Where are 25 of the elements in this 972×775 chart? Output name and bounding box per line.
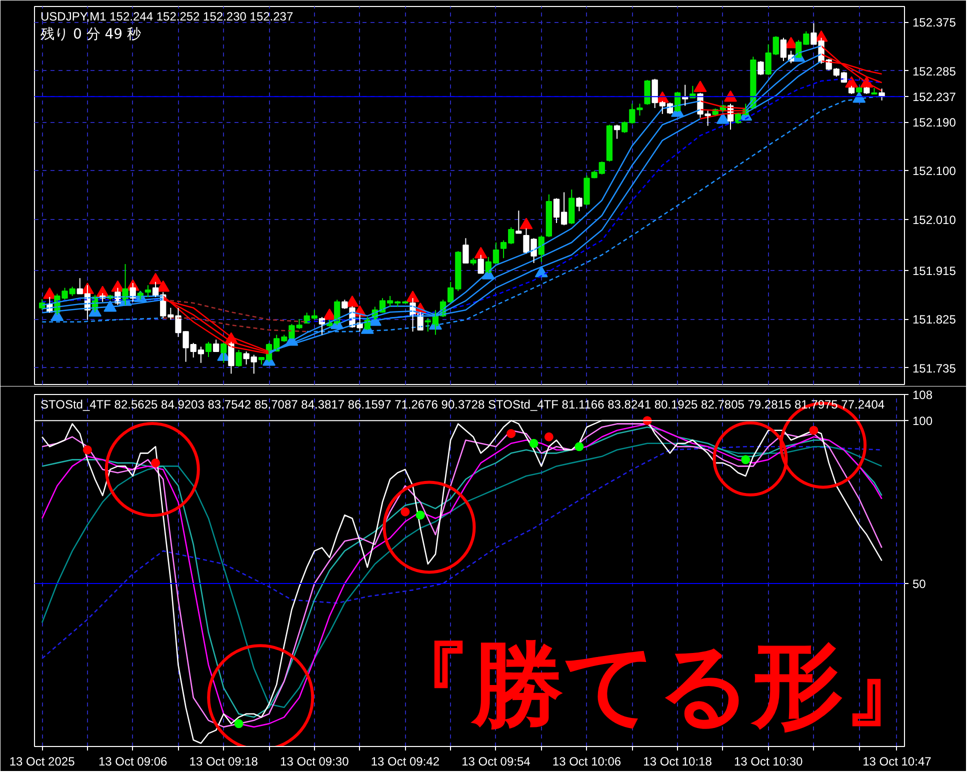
chart-title: USDJPY,M1 152.244 152.252 152.230 152.237 xyxy=(40,10,294,24)
y-tick-label: 108 xyxy=(912,388,933,402)
y-tick-label: 152.100 xyxy=(912,164,956,178)
x-tick-label: 13 Oct 09:06 xyxy=(98,754,168,768)
y-tick-label: 152.237 xyxy=(912,90,956,104)
y-tick-label: 151.825 xyxy=(912,312,956,327)
y-tick-label: 152.010 xyxy=(912,212,956,227)
x-tick-label: 13 Oct 09:30 xyxy=(280,754,350,768)
x-tick-label: 13 Oct 09:54 xyxy=(462,754,531,768)
y-tick-label: 152.375 xyxy=(912,16,956,30)
y-tick-label: 152.190 xyxy=(912,116,956,130)
annotation: 『勝てる形』 xyxy=(379,631,936,738)
y-tick-label: 100 xyxy=(912,414,933,428)
x-tick-label: 13 Oct 10:47 xyxy=(862,754,932,768)
y-tick-label: 152.285 xyxy=(912,64,956,78)
x-tick-label: 13 Oct 09:42 xyxy=(370,754,440,768)
x-tick-label: 13 Oct 10:30 xyxy=(734,754,804,768)
x-tick-label: 13 Oct 09:18 xyxy=(189,754,258,768)
x-tick-label: 13 Oct 2025 xyxy=(9,754,76,768)
x-tick-label: 13 Oct 10:06 xyxy=(552,754,622,768)
y-tick-label: 151.735 xyxy=(912,361,956,376)
y-tick-label: 151.915 xyxy=(912,264,956,278)
annotation: 残り 0 分 49 秒 xyxy=(40,26,142,42)
y-tick-label: 50 xyxy=(912,577,926,592)
x-tick-label: 13 Oct 10:18 xyxy=(643,754,712,768)
